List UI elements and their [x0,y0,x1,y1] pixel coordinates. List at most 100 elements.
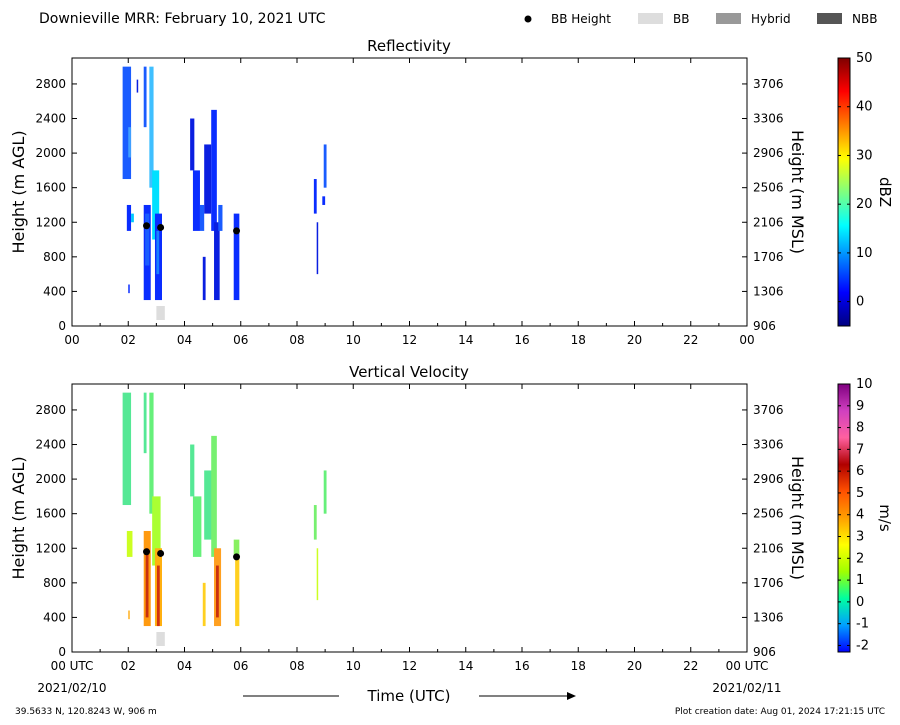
velocity-marks [122,392,327,646]
echo-23 [316,222,319,275]
y-tick-label-2: 800 [43,576,66,590]
y-tick-label-1: 400 [43,610,66,624]
reflectivity-panel: Reflectivity Height (m AGL) Height (m MS… [9,37,894,347]
y-right-tick-label-4: 2506 [753,507,784,521]
x-tick-label-7: 14 [458,659,473,673]
legend-bb-height-marker [524,15,532,23]
y-tick-label-7: 2800 [35,77,66,91]
colorbar-tick-label-4: 40 [856,100,873,115]
echo-0 [122,392,132,506]
echo-4 [126,204,132,231]
creation-date-text: Plot creation date: Aug 01, 2024 17:21:1… [675,707,885,717]
echo-8 [145,213,150,266]
echo-18 [235,556,240,627]
bb-bar-0 [156,306,165,320]
echo-3 [143,66,147,128]
bb-height-point-1 [157,223,165,231]
x-tick-label-0: 00 UTC [51,659,94,673]
echo-9 [156,565,160,627]
echo-22 [313,179,317,214]
y-right-tick-label-7: 3706 [753,77,784,91]
echo-21 [233,213,240,301]
location-text: 39.5633 N, 120.8243 W, 906 m [15,707,157,717]
colorbar-tick-label-2: 0 [856,595,864,610]
reflectivity-ylabel-right: Height (m MSL) [788,130,807,254]
colorbar-tick-label-0: 0 [856,295,864,310]
x-tick-label-4: 08 [289,659,304,673]
colorbar-tick-label-1: -1 [856,617,869,632]
echo-7 [152,496,161,566]
velocity-colorbar: -2 -1 0 1 2 3 4 5 6 7 8 9 10 [837,377,873,653]
y-tick-label-6: 2400 [35,112,66,126]
colorbar-tick-label-5: 50 [856,51,873,66]
echo-12 [202,582,206,627]
echo-25 [323,144,327,188]
legend-bb-swatch [638,13,663,24]
y-right-tick-label-5: 2906 [753,146,784,160]
echo-20 [218,204,223,231]
x-tick-label-5: 10 [346,659,361,673]
echo-16 [202,256,206,301]
y-right-tick-label-0: 906 [753,645,776,659]
y-tick-label-5: 2000 [35,146,66,160]
y-tick-label-7: 2800 [35,403,66,417]
x-tick-label-11: 22 [683,333,698,347]
x-tick-label-4: 08 [289,333,304,347]
echo-21 [323,470,327,514]
time-arrow-head [567,692,576,700]
reflectivity-axes: 00 02 04 06 08 10 12 14 16 18 20 22 0004008001200160… [35,58,784,347]
velocity-ylabel-left: Height (m AGL) [9,456,28,579]
reflectivity-plot-frame [71,57,748,327]
x-tick-label-8: 16 [514,333,529,347]
y-right-tick-label-6: 3306 [753,112,784,126]
colorbar-tick-label-0: -2 [856,638,869,653]
x-tick-label-6: 12 [402,659,417,673]
colorbar-tick-label-3: 1 [856,573,864,588]
velocity-axes: 00 UTC 02 04 06 08 10 12 14 16 18 20 22 00 UTC040080… [35,384,784,673]
echo-9 [149,66,154,188]
velocity-colorbar-label: m/s [876,504,894,532]
x-tick-label-12: 00 UTC [726,659,769,673]
bb-height-point-2 [233,227,241,235]
velocity-title: Vertical Velocity [349,363,469,381]
echo-1 [143,392,147,454]
y-right-tick-label-5: 2906 [753,472,784,486]
x-tick-label-1: 02 [121,659,136,673]
velocity-ylabel-right: Height (m MSL) [788,456,807,580]
colorbar-tick-label-2: 20 [856,197,873,212]
x-tick-label-9: 18 [571,333,586,347]
legend-hybrid-label: Hybrid [751,12,791,26]
x-tick-label-3: 06 [233,659,248,673]
echo-3 [128,610,130,620]
y-right-tick-label-1: 1306 [753,284,784,298]
y-right-tick-label-1: 1306 [753,610,784,624]
colorbar-tick-label-11: 9 [856,399,864,414]
y-tick-label-4: 1600 [35,507,66,521]
colorbar-tick-label-6: 4 [856,508,864,523]
y-right-tick-label-6: 3306 [753,438,784,452]
echo-17 [233,539,240,557]
y-right-tick-label-2: 1706 [753,250,784,264]
end-date-label: 2021/02/11 [712,681,781,695]
x-tick-label-1: 02 [121,333,136,347]
reflectivity-title: Reflectivity [367,37,451,55]
colorbar-tick-label-3: 30 [856,148,873,163]
echo-2 [126,530,133,557]
x-tick-label-2: 04 [177,333,192,347]
reflectivity-ylabel-left: Height (m AGL) [9,130,28,253]
echo-14 [192,170,200,231]
echo-17 [204,144,212,214]
bb-height-point-0 [143,548,151,556]
y-right-tick-label-3: 2106 [753,215,784,229]
colorbar-tick-label-5: 3 [856,530,864,545]
echo-18 [211,109,217,231]
colorbar-tick-label-7: 5 [856,486,864,501]
legend-nbb-swatch [817,13,842,24]
colorbar-tick-label-1: 10 [856,246,873,261]
echo-6 [128,284,130,294]
x-tick-label-5: 10 [346,333,361,347]
reflectivity-marks [122,66,327,320]
echo-19 [214,222,220,301]
x-tick-label-7: 14 [458,333,473,347]
